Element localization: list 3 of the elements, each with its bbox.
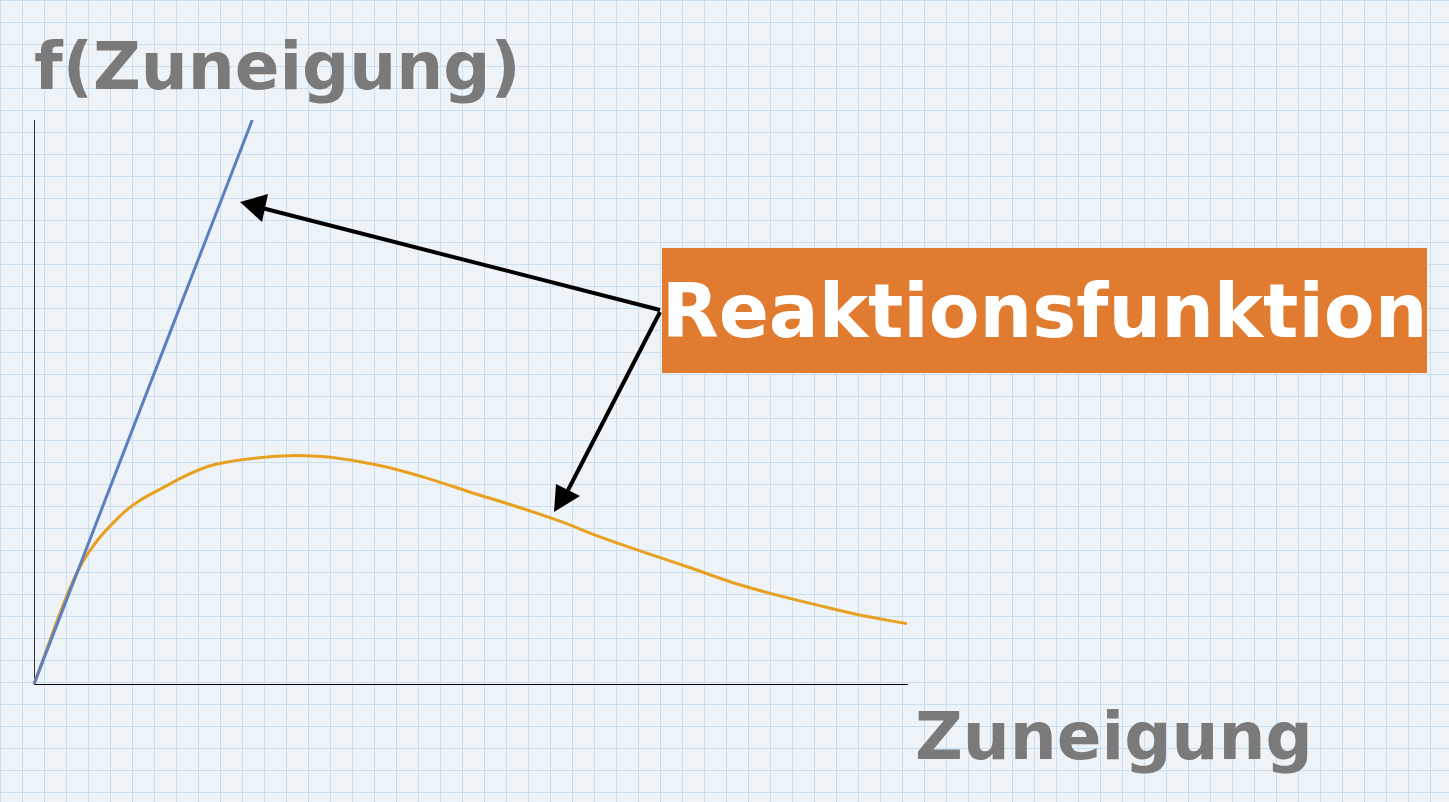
y-axis-title: f(Zuneigung) xyxy=(34,28,521,105)
x-axis-title: Zuneigung xyxy=(915,698,1313,775)
annotation: Reaktionsfunktion xyxy=(661,248,1428,373)
